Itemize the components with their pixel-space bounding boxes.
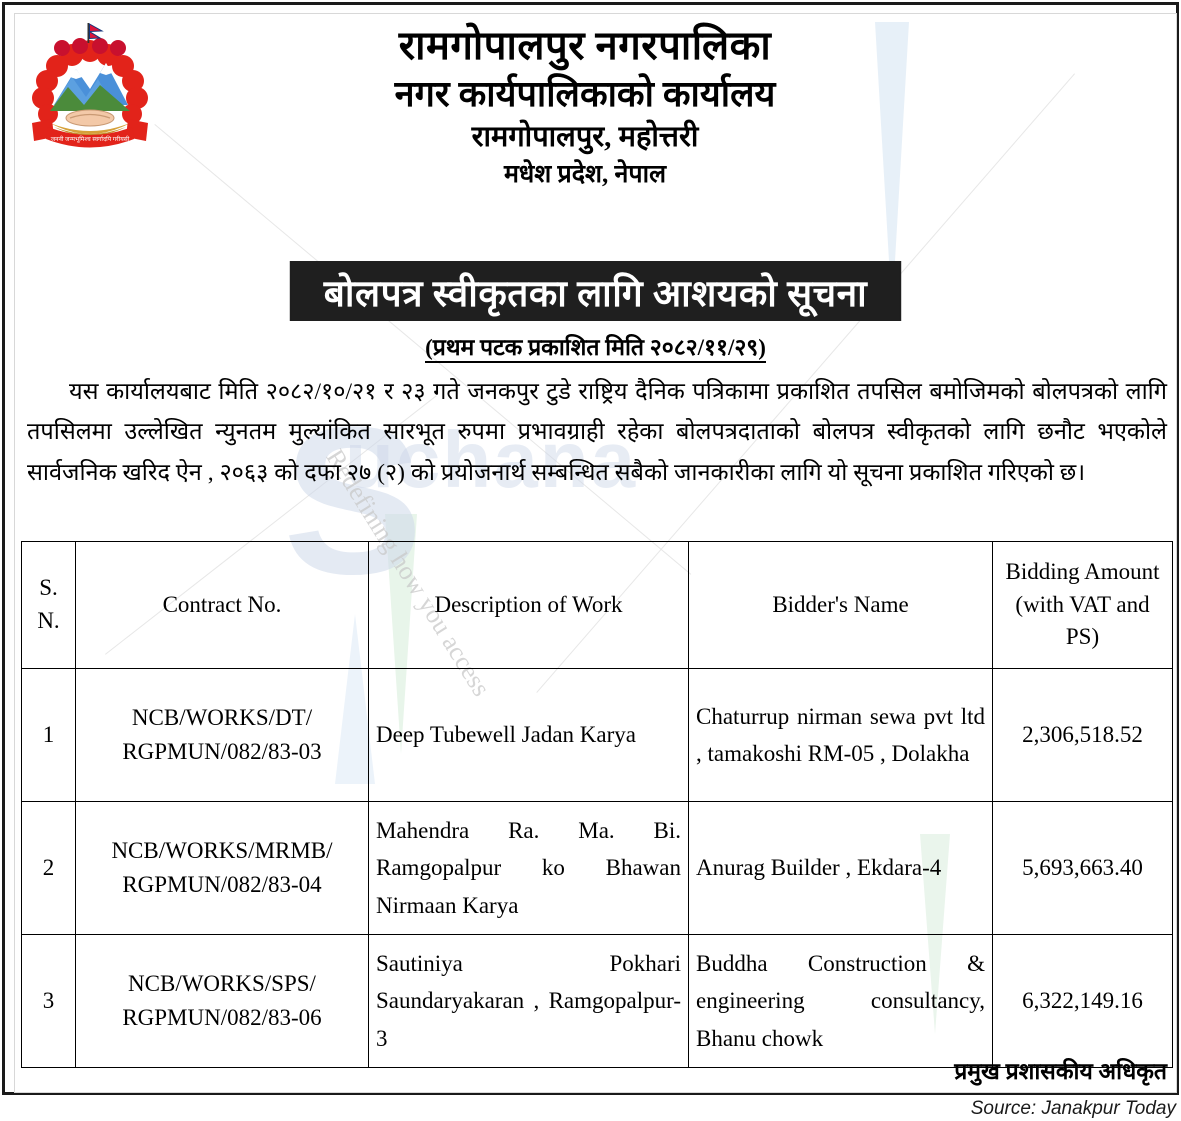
column-header-contract-no: Contract No.: [75, 541, 369, 669]
page-frame-outer: S uchana Redefining how you access: [2, 2, 1179, 1095]
notice-title-ribbon: बोलपत्र स्वीकृतका लागि आशयको सूचना: [289, 261, 902, 321]
cell-bidder: Anurag Builder , Ekdara-4: [688, 801, 993, 935]
table-row: 2 NCB/WORKS/MRMB/ RGPMUN/082/83-04 Mahen…: [21, 801, 1173, 935]
cell-description: Sautiniya Pokhari Saundaryakaran , Ramgo…: [368, 934, 689, 1068]
page-frame-inner: S uchana Redefining how you access: [14, 13, 1177, 1093]
cell-description: Deep Tubewell Jadan Karya: [368, 668, 689, 802]
office-province: मधेश प्रदेश, नेपाल: [503, 160, 667, 188]
bid-results-table-wrapper: S. N. Contract No. Description of Work B…: [21, 541, 1173, 1068]
cell-sn: 2: [21, 801, 76, 935]
cell-contract-no: NCB/WORKS/MRMB/ RGPMUN/082/83-04: [75, 801, 369, 935]
column-header-bidder: Bidder's Name: [688, 541, 993, 669]
office-location: रामगोपालपुर, महोत्तरी: [471, 120, 699, 153]
column-header-sn: S. N.: [21, 541, 76, 669]
bid-results-table: S. N. Contract No. Description of Work B…: [21, 541, 1173, 1068]
table-row: 3 NCB/WORKS/SPS/ RGPMUN/082/83-06 Sautin…: [21, 934, 1173, 1068]
table-row: 1 NCB/WORKS/DT/ RGPMUN/082/83-03 Deep Tu…: [21, 668, 1173, 802]
municipality-name: रामगोपालपुर नगरपालिका: [398, 23, 772, 68]
organisation-header: रामगोपालपुर नगरपालिका नगर कार्यपालिकाको …: [165, 22, 1005, 192]
office-name: नगर कार्यपालिकाको कार्यालय: [394, 73, 776, 114]
svg-text:जननी जन्मभूमिश्च स्वर्गादपि गर: जननी जन्मभूमिश्च स्वर्गादपि गरीयसी: [51, 135, 130, 143]
cell-sn: 3: [21, 934, 76, 1068]
cell-amount: 6,322,149.16: [992, 934, 1173, 1068]
cell-description: Mahendra Ra. Ma. Bi. Ramgopalpur ko Bhaw…: [368, 801, 689, 935]
cell-bidder: Chaturrup nirman sewa pvt ltd , tamakosh…: [688, 668, 993, 802]
cell-bidder: Buddha Construction & engineering consul…: [688, 934, 993, 1068]
notice-body-paragraph: यस कार्यालयबाट मिति २०८२/१०/२१ र २३ गते …: [27, 379, 1167, 486]
column-header-description: Description of Work: [368, 541, 689, 669]
cell-amount: 5,693,663.40: [992, 801, 1173, 935]
column-header-amount: Bidding Amount (with VAT and PS): [992, 541, 1173, 669]
table-header-row: S. N. Contract No. Description of Work B…: [21, 541, 1173, 669]
cell-amount: 2,306,518.52: [992, 668, 1173, 802]
ribbon-right-notch-icon: [899, 261, 902, 321]
cell-contract-no: NCB/WORKS/SPS/ RGPMUN/082/83-06: [75, 934, 369, 1068]
ribbon-left-notch-icon: [289, 261, 292, 321]
cell-contract-no: NCB/WORKS/DT/ RGPMUN/082/83-03: [75, 668, 369, 802]
publication-date-text: (प्रथम पटक प्रकाशित मिति २०८२/११/२९): [425, 335, 766, 363]
publication-date: (प्रथम पटक प्रकाशित मिति २०८२/११/२९): [15, 330, 1176, 363]
cell-sn: 1: [21, 668, 76, 802]
nepal-government-emblem-icon: जननी जन्मभूमिश्च स्वर्गादपि गरीयसी: [20, 19, 160, 159]
notice-title-text: बोलपत्र स्वीकृतका लागि आशयको सूचना: [323, 273, 868, 315]
signature-designation: प्रमुख प्रशासकीय अधिकृत: [954, 1059, 1167, 1084]
source-credit: Source: Janakpur Today: [970, 1098, 1176, 1119]
notice-title-banner: बोलपत्र स्वीकृतका लागि आशयको सूचना: [15, 260, 1176, 322]
